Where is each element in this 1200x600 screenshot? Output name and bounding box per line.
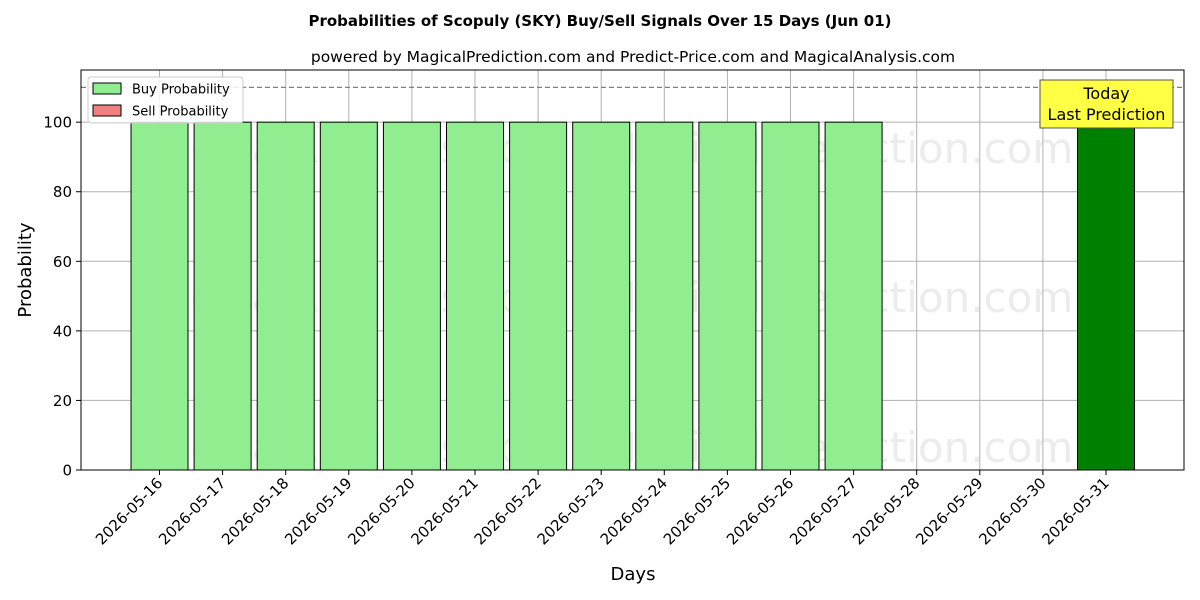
legend-label-buy: Buy Probability bbox=[132, 83, 230, 98]
legend: Buy Probability Sell Probability bbox=[87, 76, 244, 124]
bar-buy bbox=[824, 121, 883, 471]
annotation-line-1: Today bbox=[1082, 84, 1129, 103]
x-ticks: 2026-05-162026-05-172026-05-182026-05-19… bbox=[92, 470, 1113, 548]
x-tick-label: 2026-05-24 bbox=[597, 474, 671, 548]
bar-buy bbox=[193, 121, 252, 471]
x-tick-label: 2026-05-27 bbox=[786, 474, 860, 548]
chart-title: Probabilities of Scopuly (SKY) Buy/Sell … bbox=[308, 12, 891, 30]
legend-swatch-buy bbox=[92, 82, 122, 95]
bar-buy bbox=[319, 121, 378, 471]
x-axis-label: Days bbox=[611, 564, 656, 585]
x-tick-label: 2026-05-20 bbox=[344, 474, 418, 548]
y-tick-label: 40 bbox=[53, 322, 72, 340]
annotation-box bbox=[1039, 79, 1174, 129]
x-tick-label: 2026-05-30 bbox=[975, 474, 1049, 548]
x-tick-label: 2026-05-29 bbox=[912, 474, 986, 548]
y-tick-label: 60 bbox=[53, 253, 72, 271]
bar-buy bbox=[698, 121, 757, 471]
bar-buy bbox=[635, 121, 694, 471]
x-tick-label: 2026-05-18 bbox=[218, 474, 292, 548]
x-tick-label: 2026-05-31 bbox=[1038, 474, 1112, 548]
x-tick-label: 2026-05-22 bbox=[471, 474, 545, 548]
x-tick-label: 2026-05-17 bbox=[155, 474, 229, 548]
bar-buy bbox=[572, 121, 631, 471]
bars bbox=[130, 121, 1135, 471]
x-tick-label: 2026-05-19 bbox=[281, 474, 355, 548]
plot-frame bbox=[80, 69, 1185, 471]
legend-swatch-sell bbox=[92, 104, 122, 117]
annotation-line-2: Last Prediction bbox=[1048, 105, 1166, 124]
bar-buy bbox=[256, 121, 315, 471]
y-ticks: 0 20 40 60 80 100 bbox=[43, 114, 81, 480]
legend-label-sell: Sell Probability bbox=[132, 105, 229, 120]
bar-buy bbox=[446, 121, 504, 471]
x-tick-label: 2026-05-21 bbox=[407, 474, 481, 548]
x-tick-label: 2026-05-16 bbox=[92, 474, 166, 548]
chart-subtitle: powered by MagicalPrediction.com and Pre… bbox=[311, 48, 955, 66]
y-tick-label: 80 bbox=[53, 183, 72, 201]
y-tick-label: 20 bbox=[53, 392, 72, 410]
y-tick-label: 0 bbox=[62, 462, 72, 480]
legend-box bbox=[87, 76, 244, 124]
x-tick-label: 2026-05-26 bbox=[723, 474, 797, 548]
x-tick-label: 2026-05-23 bbox=[534, 474, 608, 548]
bar-buy bbox=[382, 121, 441, 471]
bar-buy-highlight bbox=[1077, 121, 1135, 471]
bar-buy bbox=[761, 121, 820, 471]
x-tick-label: 2026-05-28 bbox=[849, 474, 923, 548]
bar-buy bbox=[130, 121, 189, 471]
y-tick-label: 100 bbox=[43, 114, 72, 132]
today-annotation: Today Last Prediction bbox=[1039, 79, 1174, 129]
bar-buy bbox=[509, 121, 568, 471]
x-tick-label: 2026-05-25 bbox=[660, 474, 734, 548]
y-axis-label: Probability bbox=[15, 222, 36, 317]
